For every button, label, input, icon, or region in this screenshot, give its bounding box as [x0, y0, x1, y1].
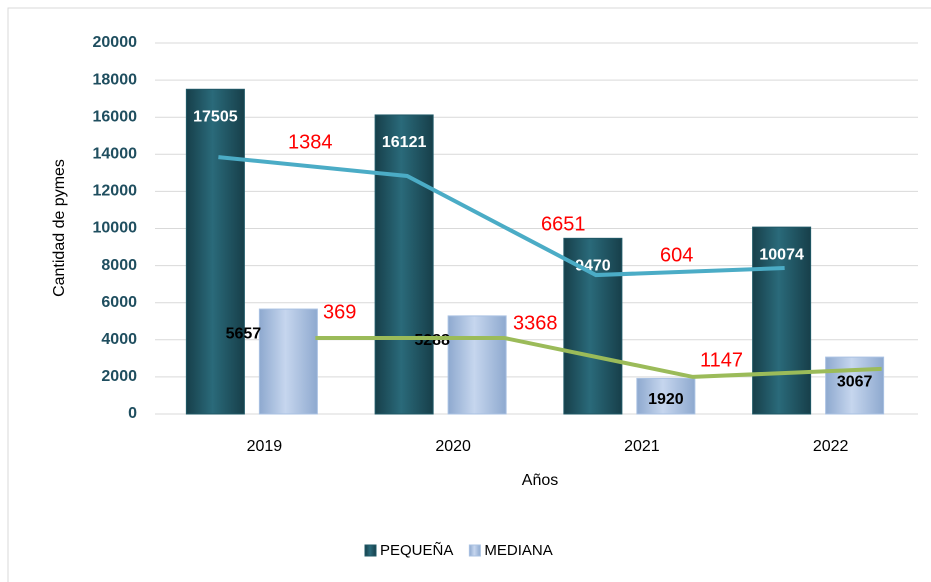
y-tick-label: 0: [128, 405, 137, 422]
y-tick-label: 20000: [93, 34, 138, 51]
bar: [374, 114, 434, 415]
bar: [636, 377, 696, 415]
y-tick-label: 14000: [93, 146, 138, 163]
x-tick-label: 2019: [247, 438, 283, 455]
y-tick-label: 4000: [101, 331, 137, 348]
data-label: 3067: [837, 373, 873, 390]
y-tick-label: 10000: [93, 220, 138, 237]
annotation: 369: [323, 301, 356, 323]
data-label: 5288: [414, 332, 450, 349]
annotation: 1147: [700, 349, 743, 371]
x-tick-label: 2022: [813, 438, 849, 455]
trend-line: [315, 335, 882, 379]
legend-label: MEDIANA: [484, 542, 552, 559]
bar: [258, 308, 318, 415]
legend-swatch: [468, 544, 481, 557]
legend-label: PEQUEÑA: [380, 542, 453, 559]
annotation: 6651: [541, 213, 586, 235]
x-tick-label: 2021: [624, 438, 660, 455]
legend-swatch: [364, 544, 377, 557]
data-label: 5657: [226, 325, 262, 342]
y-tick-label: 18000: [93, 71, 138, 88]
y-tick-label: 2000: [101, 368, 137, 385]
trend-line: [218, 155, 785, 278]
data-label: 10074: [759, 246, 804, 263]
annotation: 604: [660, 244, 693, 266]
data-label: 17505: [193, 109, 238, 126]
bar: [447, 315, 507, 415]
bar: [185, 88, 245, 415]
y-tick-label: 16000: [93, 108, 138, 125]
chart-frame: [7, 7, 931, 582]
bar: [825, 356, 885, 415]
annotation: 3368: [513, 312, 558, 334]
bar: [563, 237, 623, 415]
data-label: 1920: [648, 391, 684, 408]
annotation: 1384: [288, 131, 333, 153]
x-tick-label: 2020: [435, 438, 471, 455]
bar: [752, 226, 812, 415]
x-axis-title: Años: [522, 472, 558, 489]
data-label: 16121: [382, 134, 427, 151]
y-tick-label: 6000: [101, 294, 137, 311]
y-tick-label: 8000: [101, 257, 137, 274]
y-tick-label: 12000: [93, 183, 138, 200]
y-axis-title: Cantidad de pymes: [51, 159, 68, 297]
